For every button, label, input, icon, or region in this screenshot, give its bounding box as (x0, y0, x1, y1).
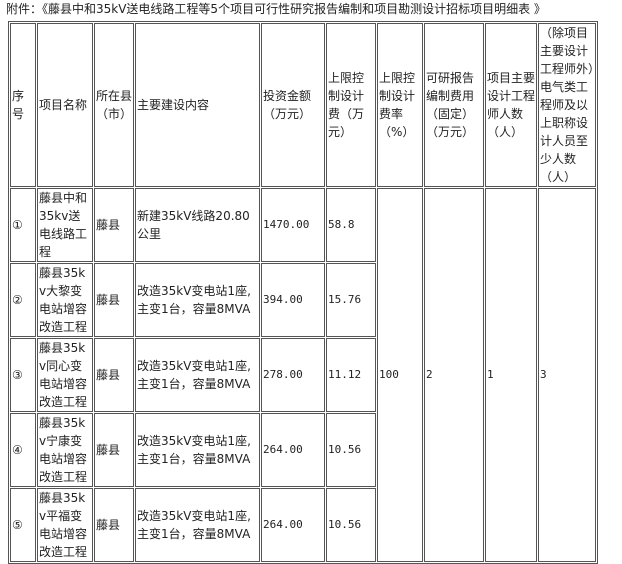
header-cell: 可研报告编制费用（固定）（万元） (424, 23, 484, 187)
investment: 278.00 (261, 338, 325, 412)
investment: 1470.00 (261, 188, 325, 262)
county: 藤县 (94, 413, 134, 487)
table-row: ④ 藤县35kv宁康变电站增容改造工程 藤县 改造35kV变电站1座,主变1台，… (10, 413, 596, 487)
page-title: 附件：《藤县中和35kV送电线路工程等5个项目可行性研究报告编制和项目勘测设计招… (6, 2, 546, 16)
header-cell: 投资金额（万元） (261, 23, 325, 187)
county: 藤县 (94, 338, 134, 412)
header-cell: 序号 (10, 23, 36, 187)
table-row: ③ 藤县35kv同心变电站增容改造工程 藤县 改造35kV变电站1座,主变1台，… (10, 338, 596, 412)
investment: 264.00 (261, 488, 325, 562)
row-number: ① (10, 188, 36, 262)
report-fee: 2 (424, 188, 484, 562)
row-number: ⑤ (10, 488, 36, 562)
project-name: 藤县35kv同心变电站增容改造工程 (37, 338, 93, 412)
fee-rate: 100 (377, 188, 423, 562)
investment: 264.00 (261, 413, 325, 487)
construction-content: 改造35kV变电站1座,主变1台，容量8MVA (135, 263, 260, 337)
row-number: ② (10, 263, 36, 337)
header-cell: 所在县（市） (94, 23, 134, 187)
project-name: 藤县35kv宁康变电站增容改造工程 (37, 413, 93, 487)
project-name: 藤县中和35kv送电线路工程 (37, 188, 93, 262)
table-row: ② 藤县35kv大黎变电站增容改造工程 藤县 改造35kV变电站1座,主变1台，… (10, 263, 596, 337)
county: 藤县 (94, 263, 134, 337)
county: 藤县 (94, 188, 134, 262)
row-number: ③ (10, 338, 36, 412)
project-name: 藤县35kv大黎变电站增容改造工程 (37, 263, 93, 337)
design-fee: 10.56 (326, 413, 376, 487)
construction-content: 改造35kV变电站1座,主变1台，容量8MVA (135, 413, 260, 487)
construction-content: 改造35kV变电站1座,主变1台，容量8MVA (135, 338, 260, 412)
construction-content: 改造35kV变电站1座,主变1台，容量8MVA (135, 488, 260, 562)
investment: 394.00 (261, 263, 325, 337)
row-number: ④ (10, 413, 36, 487)
header-cell: 项目名称 (37, 23, 93, 187)
table-row: ① 藤县中和35kv送电线路工程 藤县 新建35kV线路20.80公里 1470… (10, 188, 596, 562)
project-table: 序号 项目名称 所在县（市） 主要建设内容 投资金额（万元） 上限控制设计费（万… (8, 21, 598, 564)
main-engineers: 1 (485, 188, 537, 562)
header-cell: 主要建设内容 (135, 23, 260, 187)
header-row: 序号 项目名称 所在县（市） 主要建设内容 投资金额（万元） 上限控制设计费（万… (10, 23, 596, 187)
project-name: 藤县35kv平福变电站增容改造工程 (37, 488, 93, 562)
header-cell: （除项目主要设计工程师外）电气类工程师及以上职称设计人员至少人数（人） (538, 23, 596, 187)
header-cell: 上限控制设计费率（%） (377, 23, 423, 187)
design-fee: 11.12 (326, 338, 376, 412)
county: 藤县 (94, 488, 134, 562)
construction-content: 新建35kV线路20.80公里 (135, 188, 260, 262)
design-fee: 15.76 (326, 263, 376, 337)
min-staff: 3 (538, 188, 596, 562)
design-fee: 58.8 (326, 188, 376, 262)
header-cell: 项目主要设计工程师人数（人） (485, 23, 537, 187)
header-cell: 上限控制设计费（万元） (326, 23, 376, 187)
design-fee: 10.56 (326, 488, 376, 562)
